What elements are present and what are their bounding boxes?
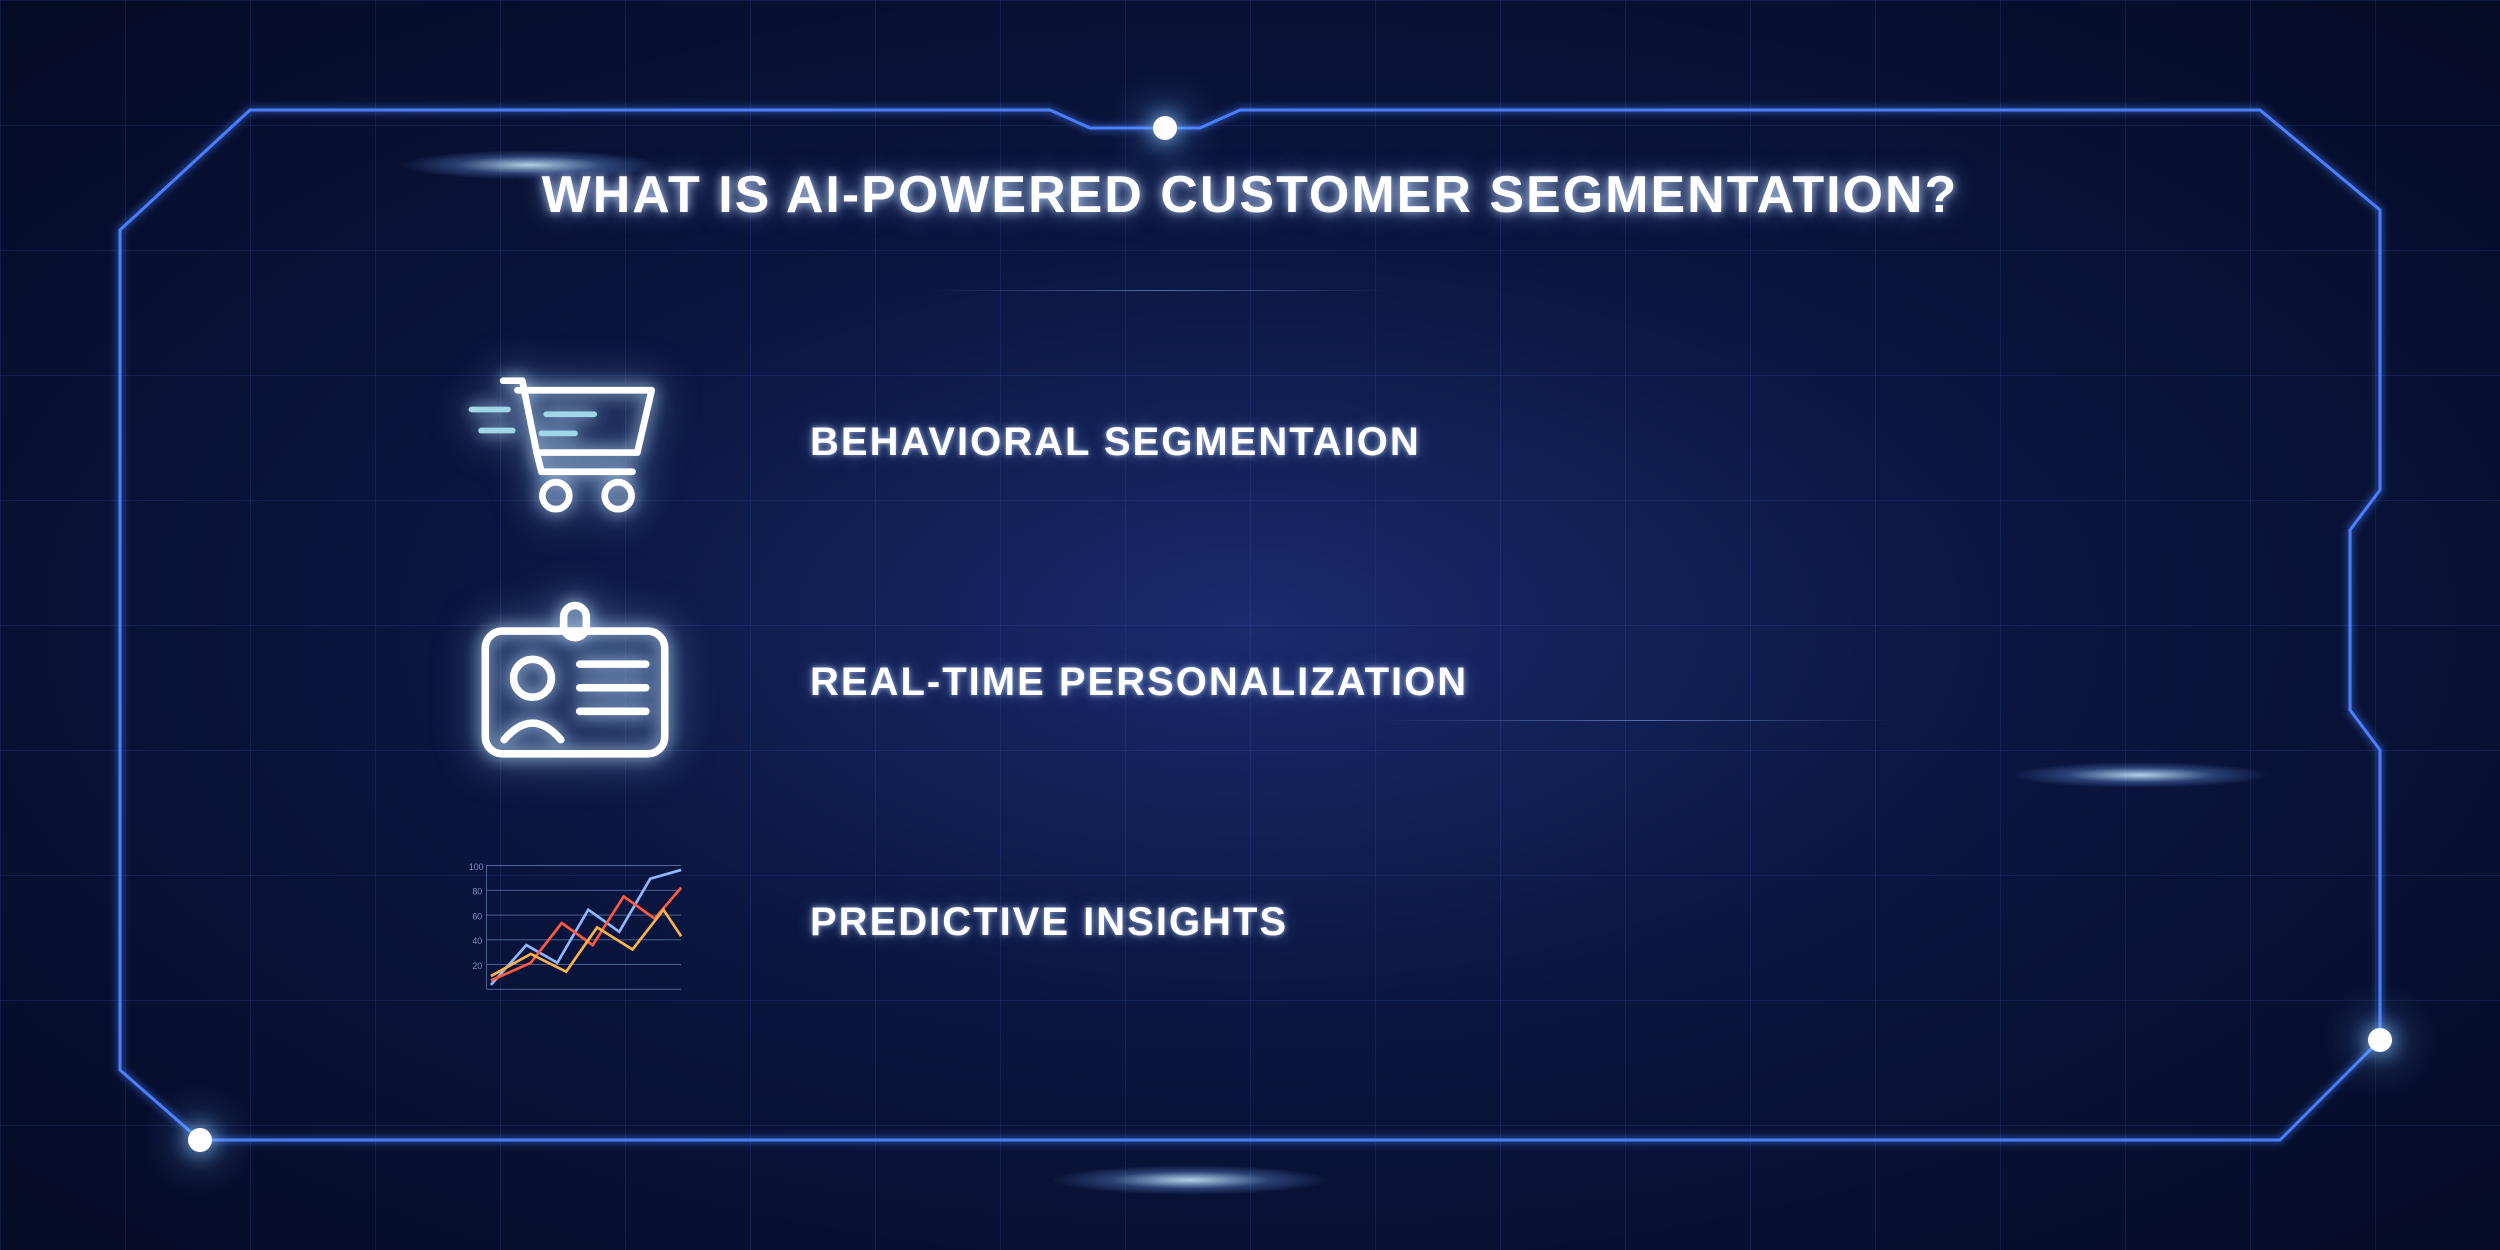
item-label: BEHAVIORAL SEGMENTAION bbox=[810, 420, 1421, 465]
item-label: PREDICTIVE INSIGHTS bbox=[810, 900, 1288, 945]
svg-text:40: 40 bbox=[472, 936, 482, 946]
chart-icon: 100 80 60 40 20 bbox=[460, 838, 690, 1008]
cart-icon bbox=[460, 358, 690, 528]
svg-text:80: 80 bbox=[472, 886, 482, 896]
item-insights: 100 80 60 40 20 PREDICTIVE INSIGHTS bbox=[460, 838, 2380, 1008]
svg-text:20: 20 bbox=[472, 961, 482, 971]
content-area: WHAT IS AI-POWERED CUSTOMER SEGMENTATION… bbox=[120, 110, 2380, 1140]
svg-text:60: 60 bbox=[472, 911, 482, 921]
item-label: REAL-TIME PERSONALIZATION bbox=[810, 660, 1468, 705]
flare bbox=[1050, 1165, 1330, 1195]
page-title: WHAT IS AI-POWERED CUSTOMER SEGMENTATION… bbox=[120, 165, 2380, 225]
id-badge-icon bbox=[460, 598, 690, 768]
item-behavioral: BEHAVIORAL SEGMENTAION bbox=[460, 358, 2380, 528]
svg-text:100: 100 bbox=[469, 861, 484, 871]
items-list: BEHAVIORAL SEGMENTAION bbox=[120, 225, 2380, 1140]
item-personalization: REAL-TIME PERSONALIZATION bbox=[460, 598, 2380, 768]
